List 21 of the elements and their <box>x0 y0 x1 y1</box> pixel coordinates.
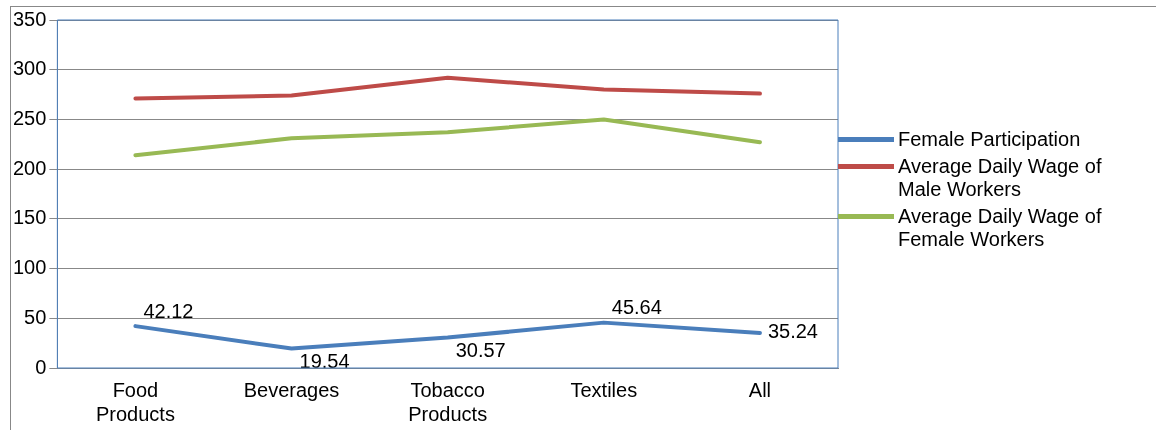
y-tick-label: 200 <box>12 156 47 179</box>
x-tick-label: Tobacco Products <box>408 378 488 425</box>
x-tick-label: Food Products <box>95 378 175 425</box>
y-tick-label: 0 <box>35 355 47 378</box>
legend-label: Average Daily Wage of Male Workers <box>898 155 1103 201</box>
x-tick-label: Beverages <box>243 378 340 401</box>
y-tick-label: 150 <box>12 206 47 229</box>
y-tick-label: 350 <box>12 7 47 30</box>
data-label: 35.24 <box>767 320 818 343</box>
y-tick-label: 300 <box>12 57 47 80</box>
y-tick-label: 50 <box>24 305 47 328</box>
y-tick-label: 250 <box>12 106 47 129</box>
data-label: 19.54 <box>299 350 350 373</box>
x-tick-label: All <box>748 378 772 401</box>
data-label: 30.57 <box>455 339 506 362</box>
legend-label: Average Daily Wage of Female Workers <box>898 205 1103 251</box>
legend-label: Female Participation <box>898 128 1081 151</box>
data-label: 42.12 <box>143 299 194 322</box>
x-tick-label: Textiles <box>570 378 638 401</box>
data-label: 45.64 <box>611 296 662 319</box>
y-tick-label: 100 <box>12 256 47 279</box>
